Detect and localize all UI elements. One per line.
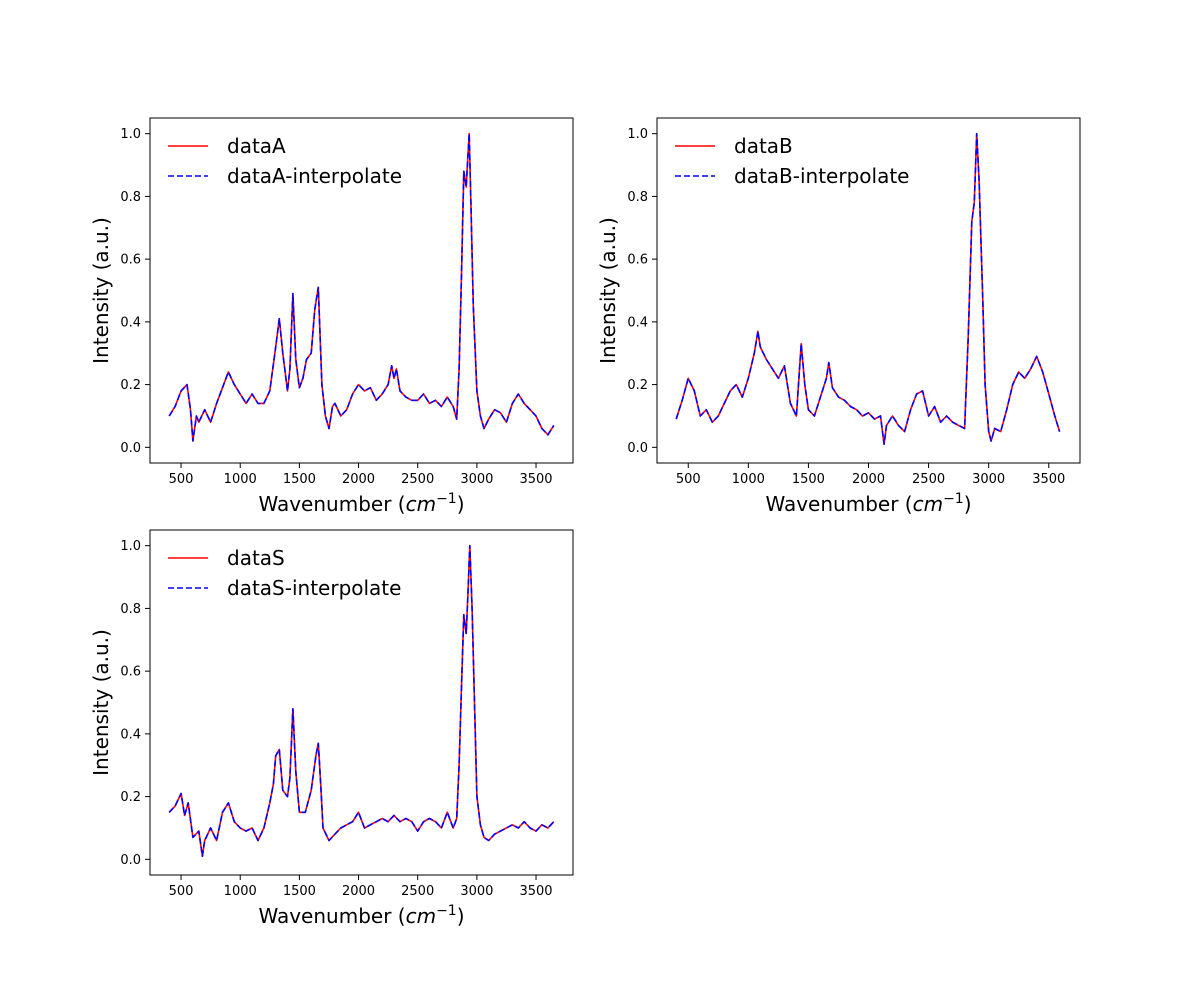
- chart-panel-3: 500 1000 1500 2000 2500 3000 3500 0.0 0.2 0.4 0.6 0…: [89, 529, 574, 928]
- y-tick-label: 0.0: [120, 853, 141, 868]
- series-line-dataS-interpolate: [168, 544, 555, 858]
- y-tick-label: 0.6: [120, 253, 141, 268]
- chart-panel-2: 500 1000 1500 2000 2500 3000 3500 0.0 0.2 0.4 0.6 0…: [596, 117, 1081, 516]
- x-axis-label: Wavenumber (cm−1): [258, 903, 464, 928]
- axes-frame: [149, 529, 574, 876]
- legend-label: dataS: [227, 546, 285, 570]
- y-tick-label: 0.2: [627, 378, 648, 393]
- x-tick-label: 500: [169, 472, 194, 487]
- y-tick-label: 0.4: [120, 315, 141, 330]
- y-axis-label: Intensity (a.u.): [89, 217, 113, 364]
- x-tick-label: 2000: [342, 472, 375, 487]
- y-tick-label: 1.0: [120, 539, 141, 554]
- x-tick-label: 3500: [1032, 472, 1065, 487]
- legend-label: dataA: [227, 134, 286, 158]
- x-tick-label: 3500: [519, 472, 552, 487]
- x-tick-label: 3500: [519, 884, 552, 899]
- y-tick-label: 0.4: [120, 727, 141, 742]
- y-tick-label: 0.6: [627, 253, 648, 268]
- axes-frame: [149, 117, 574, 464]
- y-tick-label: 0.0: [627, 441, 648, 456]
- x-tick-label: 1000: [224, 472, 257, 487]
- legend-label: dataA-interpolate: [227, 164, 402, 188]
- x-axis-label: Wavenumber (cm−1): [258, 491, 464, 516]
- chart-panel-1: 500 1000 1500 2000 2500 3000 3500 0.0 0.2 0.4 0.6 0…: [89, 117, 574, 516]
- x-tick-label: 3000: [460, 884, 493, 899]
- y-tick-label: 0.8: [120, 602, 141, 617]
- x-tick-label: 1500: [792, 472, 825, 487]
- x-tick-label: 2500: [401, 472, 434, 487]
- y-tick-label: 0.0: [120, 441, 141, 456]
- x-tick-label: 500: [676, 472, 701, 487]
- x-tick-label: 1000: [732, 472, 765, 487]
- y-axis-label: Intensity (a.u.): [89, 629, 113, 776]
- y-tick-label: 0.2: [120, 378, 141, 393]
- x-axis-label: Wavenumber (cm−1): [765, 491, 971, 516]
- legend-label: dataB: [734, 134, 793, 158]
- x-tick-label: 1500: [283, 884, 316, 899]
- x-tick-label: 3000: [972, 472, 1005, 487]
- y-tick-label: 0.2: [120, 790, 141, 805]
- x-tick-label: 1000: [224, 884, 257, 899]
- x-tick-label: 1500: [283, 472, 316, 487]
- series-line-dataB-interpolate: [675, 132, 1061, 446]
- x-tick-label: 2000: [342, 884, 375, 899]
- y-axis-label: Intensity (a.u.): [596, 217, 620, 364]
- legend-label: dataB-interpolate: [734, 164, 909, 188]
- x-tick-label: 2500: [401, 884, 434, 899]
- y-tick-label: 0.8: [120, 190, 141, 205]
- x-tick-label: 500: [169, 884, 194, 899]
- y-tick-label: 0.4: [627, 315, 648, 330]
- y-tick-label: 0.8: [627, 190, 648, 205]
- y-tick-label: 0.6: [120, 665, 141, 680]
- legend-label: dataS-interpolate: [227, 576, 401, 600]
- x-tick-label: 2000: [852, 472, 885, 487]
- series-line-dataA-interpolate: [168, 132, 555, 442]
- x-tick-label: 3000: [460, 472, 493, 487]
- y-tick-label: 1.0: [627, 127, 648, 142]
- x-tick-label: 2500: [912, 472, 945, 487]
- y-tick-label: 1.0: [120, 127, 141, 142]
